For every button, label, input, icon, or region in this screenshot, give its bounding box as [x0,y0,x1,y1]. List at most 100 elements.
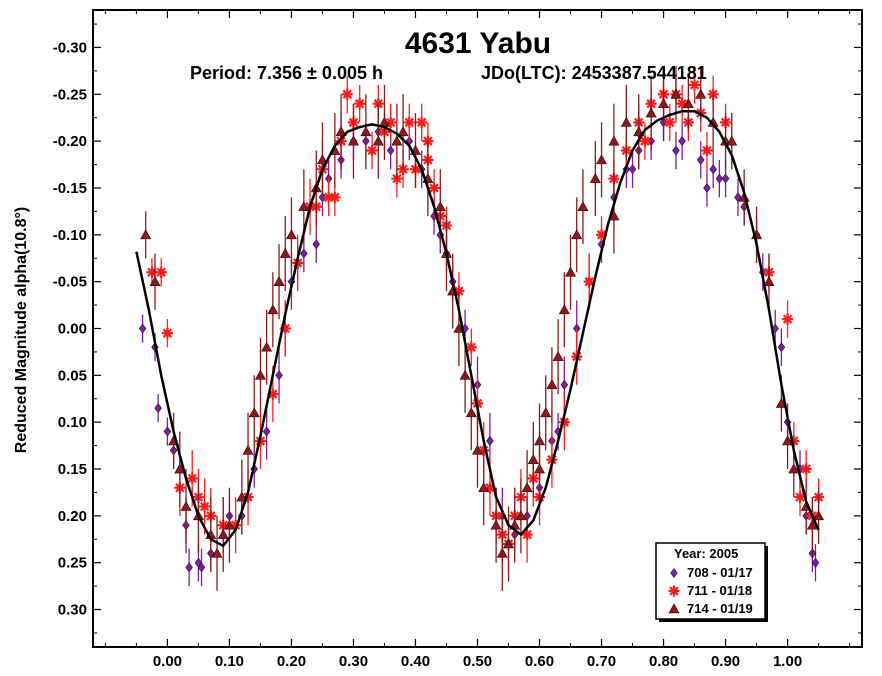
data-point [633,126,645,137]
y-tick-label: 0.30 [58,602,87,619]
data-point [639,135,651,147]
data-point [782,435,794,446]
data-point [471,444,484,455]
data-point [695,88,707,99]
y-tick-label: 0.10 [58,414,87,431]
data-point [558,304,570,315]
asterisk-stroke [429,183,439,193]
data-point [279,247,291,258]
data-point [285,229,297,240]
data-point [354,98,366,110]
data-point [316,154,328,165]
data-point [788,463,800,474]
fit-curve [135,109,820,548]
data-point [434,201,446,212]
data-point [161,327,173,339]
legend: Year: 2005 708 - 01/17 711 - 01/18 714 - 0… [655,542,768,622]
data-series-layer [138,66,825,591]
x-tick-label: 0.70 [587,653,616,670]
asterisk-stroke [677,99,687,109]
x-tick-label: 1.00 [773,653,802,670]
data-point [140,229,152,240]
data-point [298,201,310,212]
data-point [366,145,378,157]
y-tick-label: -0.30 [53,39,87,56]
data-point [521,482,533,493]
x-tick-label: 0.50 [463,653,492,670]
data-point [490,519,502,530]
x-tick-label: 0.10 [215,653,244,670]
y-tick-label: -0.10 [53,227,87,244]
y-tick-label: -0.15 [53,180,87,197]
legend-marker-asterisk [668,585,680,597]
asterisk-stroke [795,492,805,502]
asterisk-stroke [522,529,532,540]
data-point [155,266,167,278]
data-point [154,403,162,414]
chart-subtitle-epoch: JDo(LTC): 2453387.544181 [481,63,707,83]
data-point [794,491,806,503]
data-point [262,426,271,437]
data-point [571,229,583,240]
series-triangle [140,66,825,591]
data-point [672,145,680,156]
data-point [664,116,676,128]
data-point [689,79,701,91]
legend-items: 708 - 01/17 711 - 01/18 714 - 01/19 [668,565,753,616]
fit-curve-layer [135,109,820,548]
data-point [546,379,558,390]
data-point [223,519,235,530]
data-point [596,154,608,165]
legend-title: Year: 2005 [674,546,738,561]
asterisk-stroke [640,136,650,146]
data-point [211,547,223,558]
data-point [478,482,490,493]
data-point [163,426,172,437]
data-point [534,463,546,474]
data-point [782,313,794,325]
data-point [329,191,341,203]
x-tick-label: 0.30 [339,653,368,670]
data-point [502,538,515,549]
data-point [335,126,347,137]
data-point [645,107,657,118]
data-point [416,116,428,128]
data-point [726,135,738,146]
asterisk-stroke [782,314,793,324]
data-point [709,164,717,175]
y-tick-label: -0.20 [53,133,87,150]
data-point [565,266,577,277]
data-point [811,557,820,568]
x-tick-label: 0.20 [277,653,306,670]
asterisk-stroke [156,267,166,277]
data-point [236,491,248,502]
legend-label: 708 - 01/17 [687,565,753,580]
y-axis-label: Reduced Magnitude alpha(10.8°) [13,207,30,453]
data-point [813,510,825,521]
asterisk-stroke [404,117,414,128]
data-point [391,135,403,146]
data-point [267,304,279,315]
data-point [397,126,409,137]
x-tick-label: 0.00 [153,653,182,670]
data-point [242,444,254,455]
data-point [465,341,477,353]
asterisk-stroke [367,145,377,156]
data-point [217,528,229,539]
data-point [721,173,730,184]
data-point [465,407,477,418]
data-point [560,379,569,390]
data-point [248,407,260,418]
y-tick-label: 0.05 [58,367,87,384]
data-point [185,562,193,573]
data-point [496,547,508,558]
data-point [628,164,637,175]
data-point [273,276,285,286]
asterisk-stroke [330,192,340,203]
asterisk-stroke [417,117,427,128]
data-point [515,510,527,521]
data-point [534,435,546,446]
legend-label: 711 - 01/18 [687,583,752,598]
asterisk-stroke [162,328,173,338]
data-point [678,136,686,147]
